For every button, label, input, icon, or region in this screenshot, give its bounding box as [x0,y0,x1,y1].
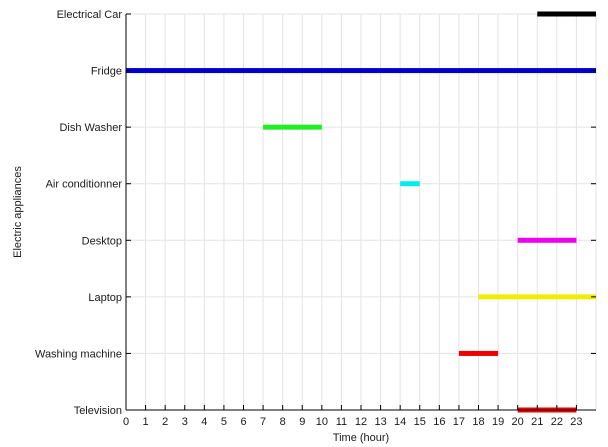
category-label: Electrical Car [57,9,123,21]
x-tick-label: 19 [492,416,504,428]
x-tick-label: 23 [570,416,582,428]
x-tick-label: 22 [551,416,563,428]
y-axis-title: Electric appliances [12,166,24,258]
category-label: Washing machine [35,348,122,360]
x-tick-label: 16 [433,416,445,428]
x-tick-label: 5 [221,416,227,428]
category-label: Dish Washer [59,122,122,134]
x-axis-title: Time (hour) [333,432,389,444]
x-tick-label: 3 [182,416,188,428]
usage-bar [458,350,499,356]
x-tick-label: 15 [414,416,426,428]
category-label: Air conditionner [46,179,123,191]
x-tick-label: 6 [240,416,246,428]
x-tick-label: 1 [143,416,149,428]
usage-bar [517,237,577,243]
x-tick-label: 21 [531,416,543,428]
usage-bar [537,11,596,17]
usage-bar [478,294,596,300]
x-tick-label: 8 [280,416,286,428]
x-tick-labels: 0 1 2 3 4 5 6 7 8 9 10 11 12 13 14 15 16 17 18 19 20 21 22 23 [123,416,583,428]
x-tick-label: 20 [512,416,524,428]
category-label: Laptop [88,292,122,304]
x-tick-label: 11 [336,416,347,428]
x-tick-label: 10 [316,416,328,428]
usage-bar [263,124,322,130]
category-label: Desktop [82,235,122,247]
x-tick-label: 0 [123,416,129,428]
category-label: Television [74,405,122,417]
x-tick-label: 4 [201,416,207,428]
x-tick-label: 2 [162,416,168,428]
category-labels: Electrical Car Fridge Dish Washer Air condi… [35,9,122,417]
x-tick-label: 18 [472,416,484,428]
x-tick-label: 12 [355,416,367,428]
x-tick-label: 9 [299,416,305,428]
category-label: Fridge [91,66,122,78]
x-tick-label: 17 [453,416,465,428]
axes [125,13,596,411]
grid-lines [125,13,597,411]
x-tick-label: 7 [260,416,266,428]
x-tick-label: 13 [374,416,386,428]
x-tick-label: 14 [394,416,406,428]
usage-bar [126,68,596,74]
usage-bar [400,181,420,187]
